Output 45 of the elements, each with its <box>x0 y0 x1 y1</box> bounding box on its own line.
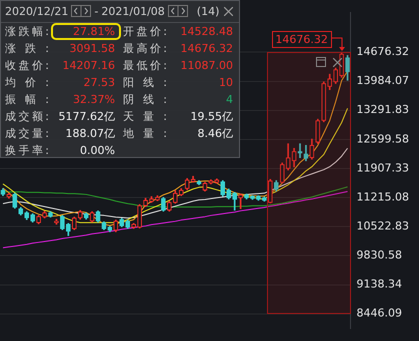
annotation: 成交量: <box>5 126 49 141</box>
annotation: 5177.62亿 <box>58 109 115 124</box>
annotation: - <box>94 4 98 18</box>
y-tick-label: 11907.33 <box>356 161 410 174</box>
annotation: 涨跌: <box>5 41 49 56</box>
y-tick-label: 11215.08 <box>356 190 410 204</box>
annotation: 11087.00 <box>180 59 233 72</box>
annotation: 19.55亿 <box>190 109 233 124</box>
annotation: 10 <box>218 76 233 89</box>
annotation: 阴线: <box>123 92 167 107</box>
y-tick-label: 9830.58 <box>356 248 402 262</box>
annotation: 最低价: <box>123 58 167 73</box>
y-tick-label: 13984.07 <box>356 74 410 88</box>
annotation: 8.46亿 <box>196 126 233 141</box>
annotation: 14528.48 <box>180 25 233 38</box>
annotation: 14676.32 <box>272 31 332 48</box>
annotation: 换手率: <box>5 143 49 158</box>
y-tick-label: 12599.58 <box>356 132 410 146</box>
annotation: 2021/01/08 <box>101 4 165 18</box>
annotation: 188.07亿 <box>64 126 115 141</box>
annotation: 收盘价: <box>5 58 49 73</box>
annotation: 14207.16 <box>62 59 115 72</box>
annotation: 阳线: <box>123 75 167 90</box>
y-tick-label: 13291.83 <box>356 103 410 116</box>
annotation: 0.00% <box>79 144 115 157</box>
annotation: 2020/12/21 <box>5 4 68 18</box>
annotation: 均价: <box>5 75 49 90</box>
annotation: 成交额: <box>5 109 49 124</box>
annotation: 14676.32 <box>180 42 233 55</box>
y-tick-label: 10522.83 <box>356 220 410 233</box>
annotation: 地量: <box>123 126 167 141</box>
annotation: 32.37% <box>72 93 115 106</box>
y-tick-label: 8446.09 <box>356 306 402 320</box>
annotation: (14) <box>196 4 220 18</box>
y-tick-label: 9138.34 <box>356 278 402 291</box>
annotation: 3091.58 <box>68 42 115 55</box>
annotation: 27.81% <box>72 25 115 38</box>
annotation: 开盘价: <box>123 24 167 39</box>
annotation: 天量: <box>123 109 167 124</box>
annotation: 4 <box>225 93 233 106</box>
y-tick-label: 14676.32 <box>356 45 410 58</box>
annotation: 振幅: <box>5 92 49 107</box>
annotation: 涨跌幅: <box>5 24 49 39</box>
annotation: 27.53 <box>82 76 115 89</box>
annotation: 最高价: <box>123 41 167 56</box>
